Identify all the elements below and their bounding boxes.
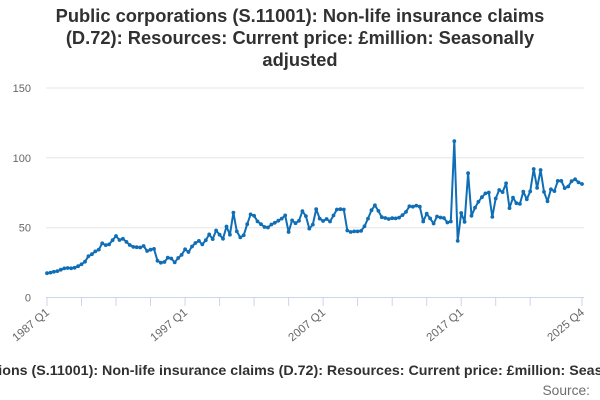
- svg-text:Source:: Source:: [542, 383, 590, 398]
- svg-text:150: 150: [13, 83, 31, 95]
- svg-text:0: 0: [25, 293, 31, 305]
- svg-text:Public corporations (S.11001):: Public corporations (S.11001): Non-life …: [56, 5, 545, 26]
- svg-text:(D.72): Resources: Current pri: (D.72): Resources: Current price: £milli…: [66, 27, 535, 48]
- svg-text:100: 100: [13, 153, 31, 165]
- svg-text:50: 50: [19, 223, 31, 235]
- svg-text:adjusted: adjusted: [262, 49, 337, 70]
- svg-text:Public corporations (S.11001):: Public corporations (S.11001): Non-life …: [0, 363, 600, 379]
